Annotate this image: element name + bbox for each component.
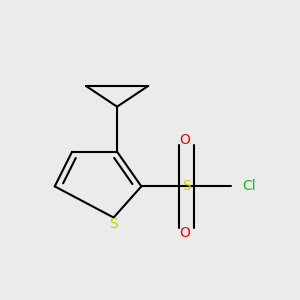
Text: Cl: Cl [242,179,255,194]
Text: S: S [109,218,118,232]
Text: O: O [179,226,190,240]
Text: O: O [179,133,190,147]
Text: S: S [182,179,191,194]
